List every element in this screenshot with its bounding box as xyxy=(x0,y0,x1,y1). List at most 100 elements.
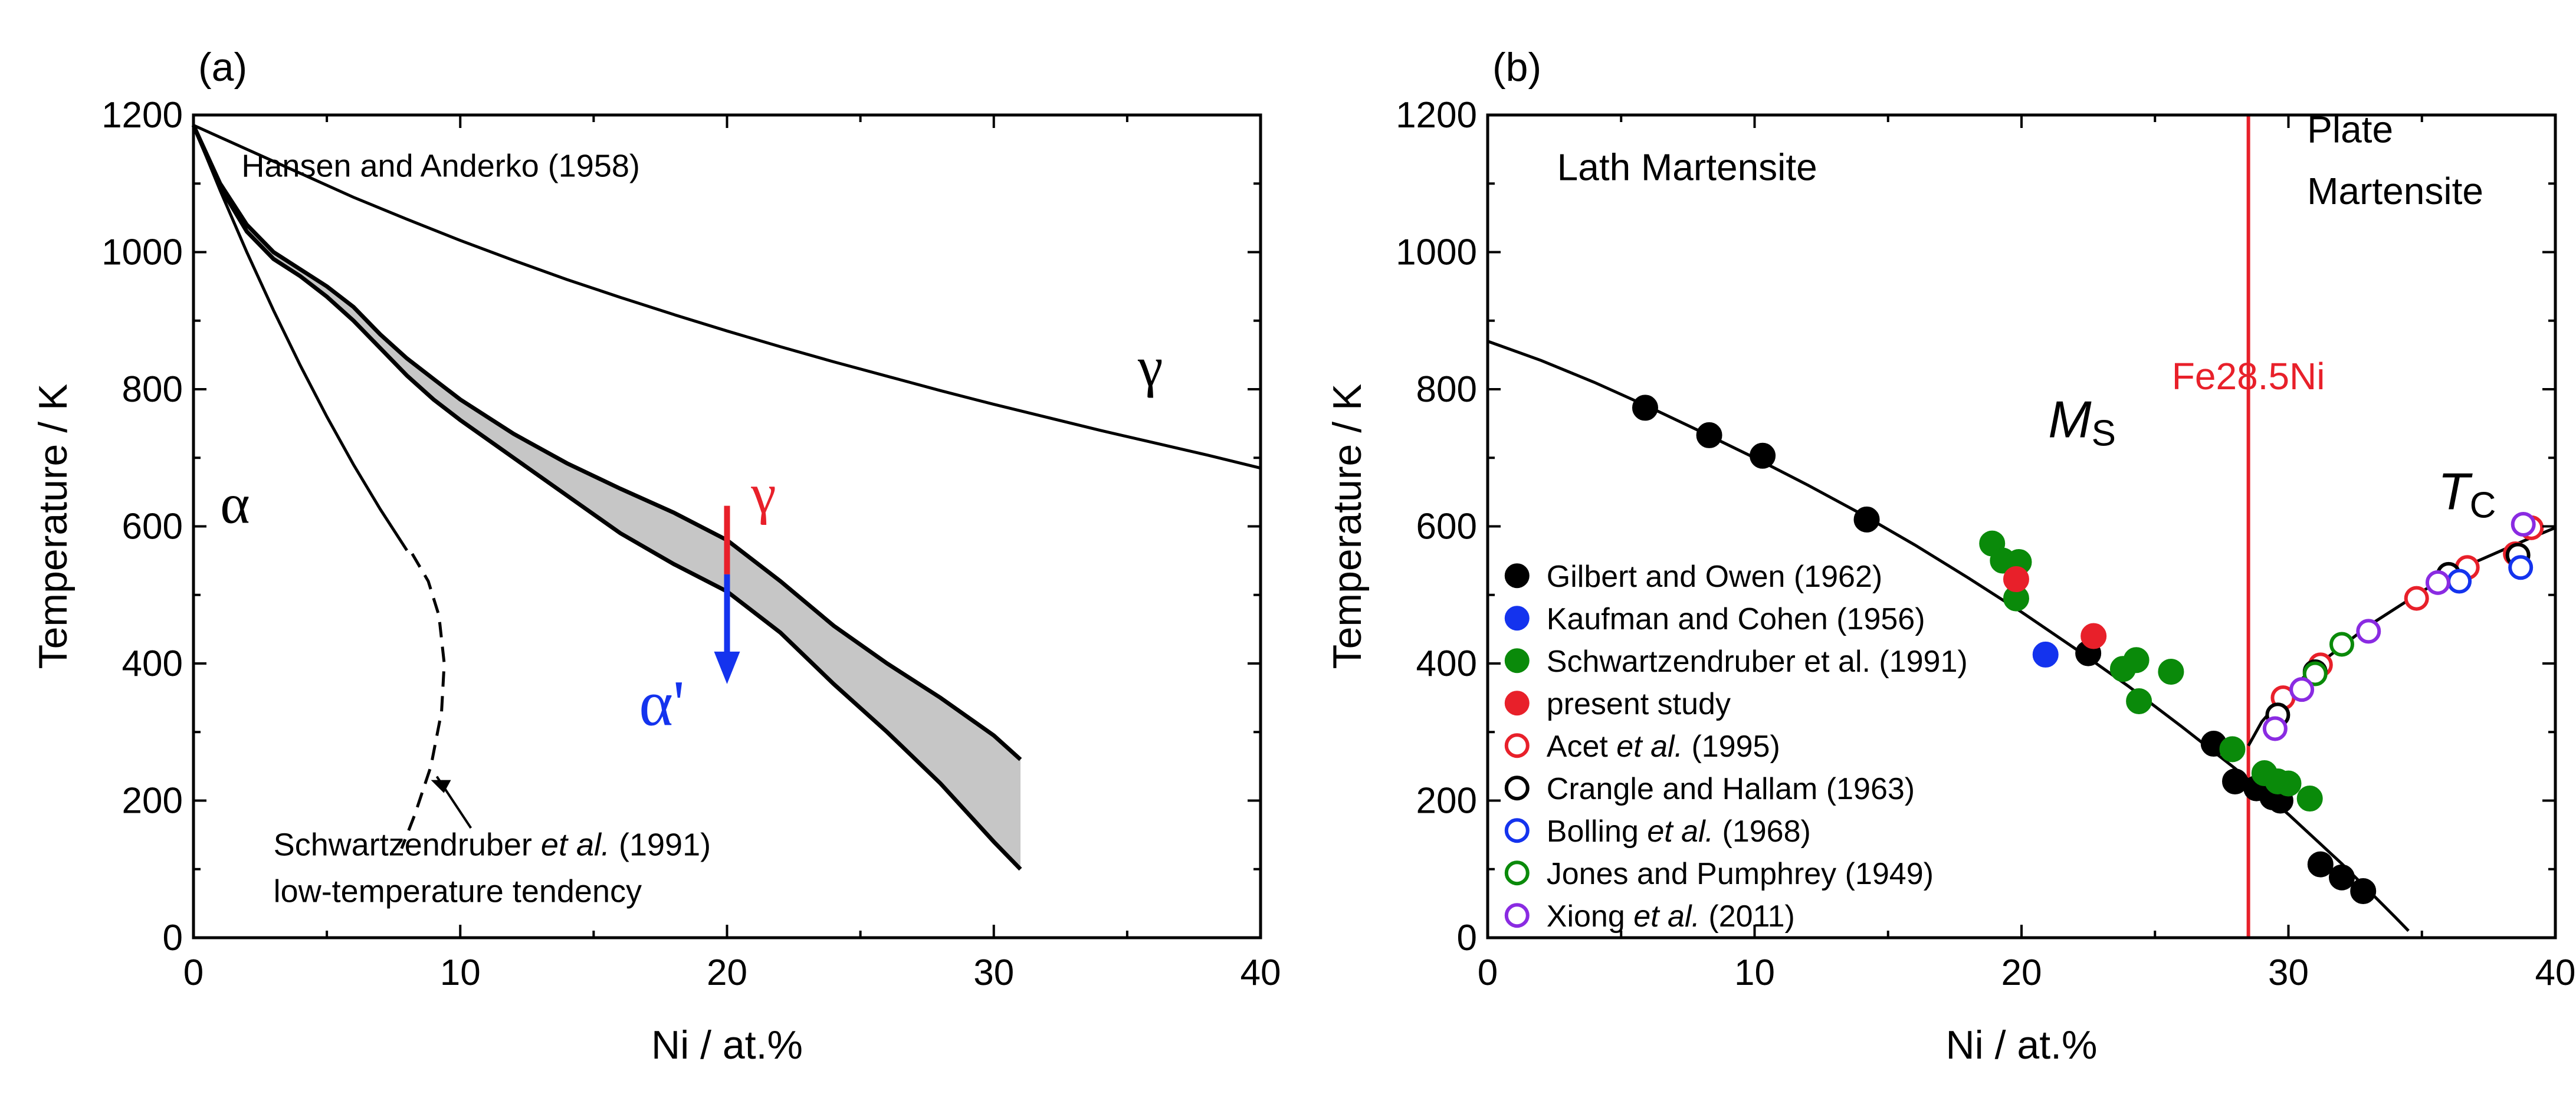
data-point-open xyxy=(2404,586,2429,611)
legend-marker-filled xyxy=(1504,691,1530,716)
ms-label: MS xyxy=(2048,390,2116,454)
ms-label-sub: S xyxy=(2092,413,2116,454)
y-tick-label: 200 xyxy=(1416,781,1477,822)
gamma-boundary-line xyxy=(192,124,1261,470)
vline-label: Fe28.5Ni xyxy=(2172,355,2325,397)
legend-marker-open xyxy=(1504,860,1530,886)
legend-marker-open xyxy=(1504,733,1530,758)
y-axis-label: Temperature / K xyxy=(1325,384,1370,669)
data-point-filled xyxy=(1696,422,1722,448)
region-lath: Lath Martensite xyxy=(1557,146,1817,188)
legend-entry: Xiong et al. (2011) xyxy=(1547,899,1795,934)
x-tick-label: 20 xyxy=(707,952,747,993)
y-tick-label: 400 xyxy=(1416,643,1477,684)
x-axis-label: Ni / at.% xyxy=(651,1023,803,1067)
arrow-head xyxy=(714,651,740,684)
data-point-filled xyxy=(1750,442,1776,469)
series-6 xyxy=(2447,555,2534,594)
data-point-open xyxy=(2262,716,2288,741)
two-phase-band xyxy=(193,125,1020,869)
x-tick-label: 30 xyxy=(2268,952,2309,993)
x-tick-label: 40 xyxy=(2535,952,2576,993)
legend-text-italic: et al. xyxy=(1633,899,1700,934)
series-3 xyxy=(2003,566,2107,649)
data-point-open xyxy=(2289,677,2315,702)
band-upper-line xyxy=(191,124,1022,761)
legend-text-italic: et al. xyxy=(1647,814,1714,849)
legend-marker-filled xyxy=(1504,606,1530,631)
data-point-filled xyxy=(2307,851,2334,878)
legend-text: Crangle and Hallam (1963) xyxy=(1547,772,1915,806)
data-point-filled xyxy=(2275,770,2302,797)
annotation-year: (1991) xyxy=(610,827,711,863)
gamma-red-label: γ xyxy=(750,462,776,525)
region-martensite: Martensite xyxy=(2307,170,2483,212)
legend-text-italic: et al. xyxy=(1616,730,1683,764)
data-point-open xyxy=(2356,619,2381,644)
legend-text-pre: Bolling xyxy=(1547,814,1648,849)
x-tick-label: 0 xyxy=(1478,952,1498,993)
alpha-boundary-line xyxy=(192,124,408,551)
legend-text: Kaufman and Cohen (1956) xyxy=(1547,602,1925,636)
y-tick-label: 1200 xyxy=(1396,95,1477,136)
legend-marker-filled xyxy=(1504,563,1530,589)
alpha-prime-label: α' xyxy=(639,668,684,740)
legend-text: Schwartzendruber et al. (1991) xyxy=(1547,645,1968,679)
panel-a: Hansen and Anderko (1958) γ α γ α' Schwartzen… xyxy=(31,45,1281,1067)
data-point-filled xyxy=(2219,736,2246,763)
legend-text-pre: Acet xyxy=(1547,730,1617,764)
legend-marker-open xyxy=(1504,776,1530,801)
annotation-schwartzendruber-name: Schwartzendruber xyxy=(274,827,541,863)
legend-marker-open xyxy=(1504,903,1530,928)
data-point-open xyxy=(2329,632,2354,657)
band-lower-line xyxy=(191,124,1022,871)
x-axis-label: Ni / at.% xyxy=(1946,1023,2098,1067)
y-tick-label: 600 xyxy=(1416,507,1477,547)
y-tick-label: 0 xyxy=(163,918,183,958)
annotation-et-al: et al. xyxy=(541,827,610,863)
legend: Gilbert and Owen (1962) Kaufman and Cohen… xyxy=(1504,560,1968,934)
y-tick-label: 400 xyxy=(122,643,183,684)
y-axis-label: Temperature / K xyxy=(31,384,76,669)
data-point-open xyxy=(2447,569,2472,594)
tc-label-sub: C xyxy=(2470,485,2496,525)
data-point-filled xyxy=(2003,566,2029,593)
data-point-open xyxy=(2425,570,2450,595)
series-8 xyxy=(2262,512,2536,741)
annotation-schwartzendruber: Schwartzendruber et al. (1991) xyxy=(274,827,711,863)
x-tick-label: 30 xyxy=(973,952,1014,993)
tc-label-main: T xyxy=(2438,462,2473,520)
alpha-label: α xyxy=(220,472,250,535)
legend-text-post: (2011) xyxy=(1700,899,1795,934)
legend-entry: Acet et al. (1995) xyxy=(1547,730,1780,764)
legend-text: Gilbert and Owen (1962) xyxy=(1547,560,1882,594)
legend-text: present study xyxy=(1547,687,1731,721)
pointer-head xyxy=(431,780,451,793)
data-point-filled xyxy=(2032,641,2059,668)
legend-entry: present study xyxy=(1547,687,1731,721)
annotation-hansen: Hansen and Anderko (1958) xyxy=(241,149,639,184)
annotation-low-temperature: low-temperature tendency xyxy=(274,874,642,909)
data-point-filled xyxy=(2123,647,2150,674)
legend-text: Jones and Pumphrey (1949) xyxy=(1547,857,1934,891)
panel-label: (b) xyxy=(1492,45,1541,90)
legend-entry: Gilbert and Owen (1962) xyxy=(1547,560,1882,594)
gamma-label: γ xyxy=(1137,335,1163,398)
x-tick-label: 20 xyxy=(2001,952,2042,993)
low-temperature-dashed-line xyxy=(400,553,446,849)
legend-text-pre: Xiong xyxy=(1547,899,1633,934)
data-point-filled xyxy=(1853,506,1880,533)
y-tick-label: 1000 xyxy=(101,232,183,273)
data-point-filled xyxy=(2081,623,2107,649)
y-tick-label: 600 xyxy=(122,507,183,547)
legend-marker-open xyxy=(1504,818,1530,843)
data-point-open xyxy=(2508,555,2534,580)
data-point-filled xyxy=(2296,786,2323,812)
x-tick-label: 10 xyxy=(1734,952,1775,993)
x-tick-label: 40 xyxy=(1241,952,1281,993)
data-point-filled xyxy=(2350,878,2377,904)
legend-entry: Schwartzendruber et al. (1991) xyxy=(1547,645,1968,679)
legend-entry: Bolling et al. (1968) xyxy=(1547,814,1811,849)
y-tick-label: 200 xyxy=(122,781,183,822)
